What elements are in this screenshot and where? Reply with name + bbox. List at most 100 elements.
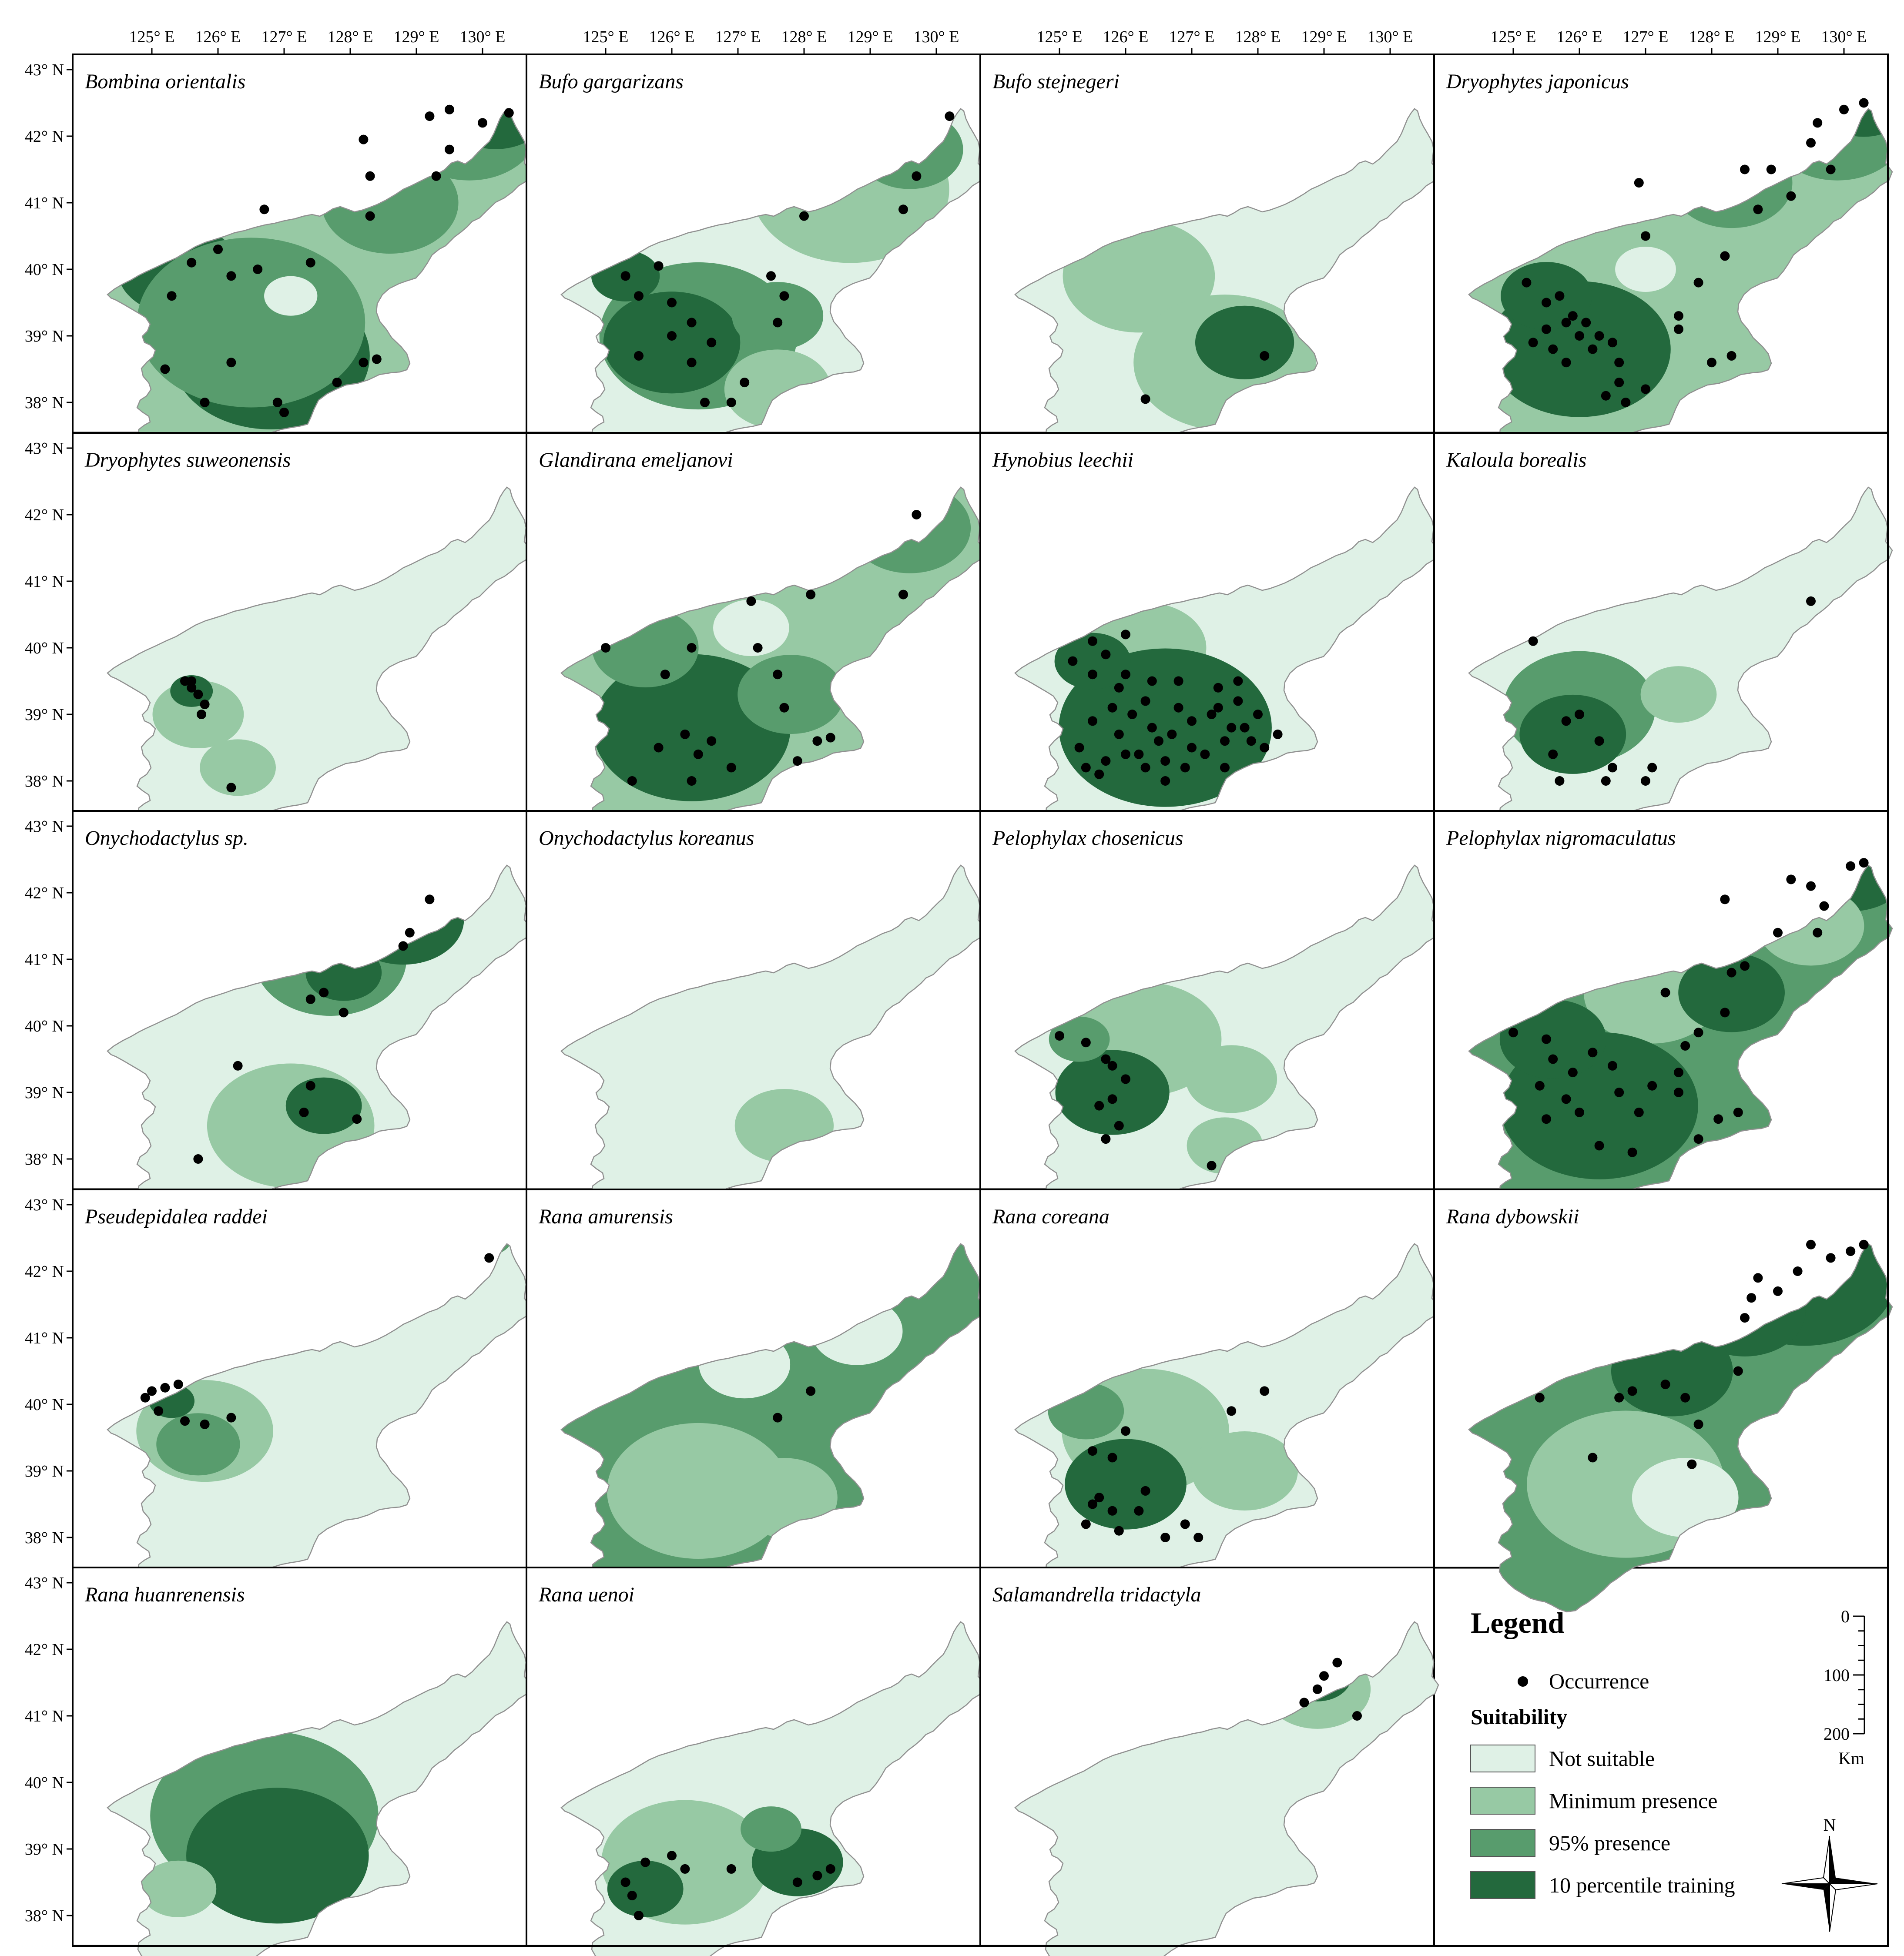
lon-tick-label: 127° E (261, 28, 307, 46)
occurrence-dot (1634, 178, 1644, 188)
occurrence-dot (332, 378, 342, 388)
occurrence-dot (359, 358, 369, 368)
lon-tick-label: 130° E (1368, 28, 1413, 46)
panel-species-title: Rana huanrenensis (84, 1583, 245, 1606)
legend-class-label: 10 percentile training (1549, 1873, 1735, 1897)
suitability-zone (137, 238, 365, 408)
occurrence-dot (1720, 1008, 1730, 1018)
occurrence-dot (1740, 164, 1750, 174)
occurrence-dot (667, 331, 677, 341)
scale-unit-label: Km (1838, 1748, 1864, 1768)
occurrence-dot (1601, 776, 1611, 786)
occurrence-points (193, 894, 435, 1164)
occurrence-dot (640, 1857, 650, 1867)
suitability-zone (1049, 1016, 1110, 1062)
panel-species-title: Rana dybowskii (1446, 1205, 1579, 1228)
occurrence-dot (484, 1253, 494, 1263)
occurrence-dot (1813, 118, 1823, 128)
legend-class-swatch (1470, 1871, 1535, 1899)
lat-tick-label: 42° N (25, 1263, 64, 1281)
occurrence-dot (1575, 1107, 1584, 1117)
occurrence-dot (1147, 723, 1157, 733)
occurrence-dot (1859, 858, 1869, 868)
lat-tick-label: 38° N (25, 772, 64, 790)
suitability-zone (1191, 1431, 1298, 1511)
occurrence-dot (1647, 763, 1657, 773)
occurrence-dot (753, 643, 763, 653)
occurrence-dot (504, 108, 514, 118)
occurrence-dot (1713, 1114, 1723, 1124)
legend-occurrence-label: Occurrence (1549, 1669, 1649, 1693)
occurrence-dot (667, 298, 677, 308)
occurrence-dot (1773, 1286, 1783, 1296)
occurrence-dot (187, 683, 197, 693)
panel-species-title: Hynobius leechii (992, 449, 1133, 472)
scale-label: 100 (1824, 1665, 1850, 1685)
occurrence-points (601, 510, 922, 786)
panel-species-title: Onychodactylus sp. (85, 827, 248, 850)
grid-outer-frame (72, 54, 1889, 1947)
occurrence-dot (1693, 1134, 1703, 1144)
occurrence-dot (1107, 703, 1117, 713)
occurrence-dot (1140, 394, 1150, 404)
occurrence-dot (1766, 164, 1776, 174)
occurrence-dot (1180, 763, 1190, 773)
occurrence-dot (180, 1416, 190, 1426)
occurrence-dot (1535, 1081, 1545, 1091)
occurrence-dot (1561, 318, 1571, 328)
occurrence-dot (1207, 1161, 1217, 1171)
occurrence-dot (1726, 351, 1736, 361)
occurrence-dot (226, 271, 236, 281)
occurrence-dot (1107, 1094, 1117, 1104)
occurrence-dot (1167, 729, 1177, 739)
lat-tick-label: 39° N (25, 1840, 64, 1859)
occurrence-dot (1548, 1054, 1558, 1064)
occurrence-dot (339, 1008, 349, 1018)
suitability-zones (1503, 651, 1717, 774)
occurrence-dot (1140, 763, 1150, 773)
legend-occurrence-dot (1518, 1676, 1528, 1687)
occurrence-dot (1627, 1147, 1637, 1157)
occurrence-dot (687, 643, 697, 653)
occurrence-dot (1548, 344, 1558, 354)
suitability-zones (1049, 982, 1277, 1174)
map-panel: Bombina orientalis (72, 54, 532, 478)
occurrence-dot (825, 1864, 835, 1874)
occurrence-dot (1134, 749, 1144, 759)
occurrence-dot (1299, 1698, 1309, 1708)
occurrence-dot (700, 398, 710, 407)
occurrence-dot (1508, 1028, 1518, 1038)
lon-tick-label: 130° E (460, 28, 506, 46)
lon-tick-label: 127° E (1169, 28, 1215, 46)
occurrence-dot (1594, 736, 1604, 746)
occurrence-dot (1693, 278, 1703, 288)
occurrence-dot (1160, 1533, 1170, 1542)
lon-tick-label: 129° E (848, 28, 893, 46)
occurrence-dot (1674, 1068, 1683, 1078)
occurrence-dot (372, 354, 382, 364)
occurrence-dot (1260, 1386, 1270, 1396)
scale-label: 200 (1824, 1724, 1850, 1744)
suitability-zone (1640, 666, 1717, 723)
occurrence-dot (766, 271, 776, 281)
occurrence-dot (1680, 1393, 1690, 1403)
lat-tick-label: 42° N (25, 1641, 64, 1659)
occurrence-dot (1720, 894, 1730, 904)
occurrence-dot (478, 118, 487, 128)
occurrence-dot (1608, 763, 1617, 773)
occurrence-dot (1813, 928, 1823, 938)
occurrence-dot (1819, 901, 1829, 911)
occurrence-dot (1114, 683, 1124, 693)
suitability-zone (1055, 1050, 1170, 1135)
latitude-axis: 43° N 42° N 41° N 40° N 39° N 38° N 43° N 42° N… (25, 61, 73, 1925)
occurrence-dot (187, 258, 197, 268)
occurrence-dot (1101, 1054, 1111, 1064)
occurrence-dot (1826, 164, 1836, 174)
occurrence-dot (1233, 696, 1243, 706)
occurrence-dot (147, 1386, 157, 1396)
occurrence-dot (365, 171, 375, 181)
occurrence-dot (1641, 231, 1650, 241)
lat-tick-label: 39° N (25, 327, 64, 345)
occurrence-dot (1140, 696, 1150, 706)
occurrence-dot (1561, 716, 1571, 726)
